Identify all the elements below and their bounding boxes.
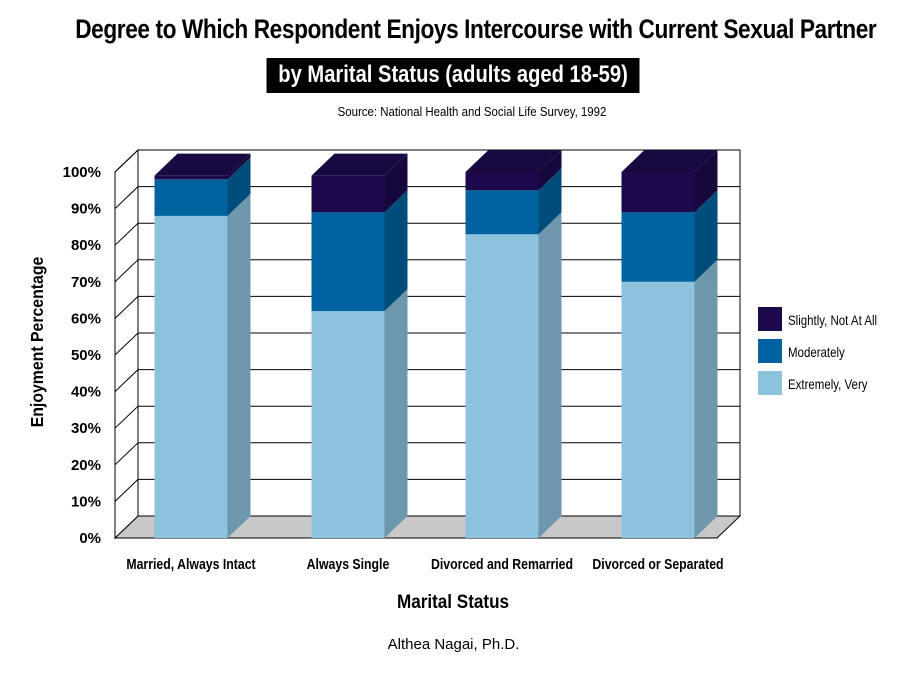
chart-source: Source: National Health and Social Life … xyxy=(337,104,607,119)
bar-segment-side xyxy=(227,193,251,539)
bar-segment xyxy=(154,175,228,180)
x-tick-label: Always Single xyxy=(307,556,390,572)
x-tick-label: Divorced and Remarried xyxy=(431,556,573,572)
bar-segment-side xyxy=(538,212,562,538)
gridline-diagonal xyxy=(114,369,139,392)
y-tick-label: 70% xyxy=(71,274,101,291)
bar-segment-side xyxy=(694,259,718,538)
bar-top xyxy=(311,153,408,176)
bar-segment xyxy=(311,212,385,312)
bar-top xyxy=(465,150,562,172)
y-axis-label: Enjoyment Percentage xyxy=(27,257,47,428)
x-tick-label: Divorced or Separated xyxy=(592,556,723,572)
gridline-diagonal xyxy=(114,222,139,246)
bar-segment-side xyxy=(384,289,408,538)
bar-segment xyxy=(154,215,228,539)
gridline-diagonal xyxy=(114,186,139,209)
y-tick-label: 60% xyxy=(71,310,101,327)
chart-credit: Althea Nagai, Ph.D. xyxy=(387,636,520,653)
bars-group xyxy=(154,150,718,539)
x-axis-label: Marital Status xyxy=(397,591,509,612)
gridline-diagonal xyxy=(114,405,139,429)
legend-swatch xyxy=(758,371,782,395)
legend-label: Moderately xyxy=(788,344,845,360)
bar-segment-side xyxy=(227,157,251,216)
y-tick-label: 50% xyxy=(71,347,101,364)
bar-segment-side xyxy=(538,150,562,191)
x-tick-labels: Married, Always Intact Always Single Divor… xyxy=(126,556,723,572)
legend-swatch xyxy=(758,339,782,363)
bar-top xyxy=(154,153,251,176)
y-tick-labels: 0% 10% 20% 30% 40% 50% 60% 70% 80% 90% 100% xyxy=(63,164,101,547)
bar-segment xyxy=(621,172,695,213)
x-tick-label: Married, Always Intact xyxy=(126,556,256,572)
y-tick-label: 100% xyxy=(63,164,101,181)
bar-segment xyxy=(621,212,695,282)
bar-segment-side xyxy=(384,153,408,213)
bar-segment-side xyxy=(694,150,718,213)
bar-segment xyxy=(465,234,539,538)
y-tick-label: 30% xyxy=(71,420,101,437)
gridline-diagonal xyxy=(114,332,139,356)
gridline-diagonal xyxy=(114,442,139,466)
bar-segment-side xyxy=(694,190,718,282)
gridline-diagonal xyxy=(114,259,139,283)
bar-top xyxy=(621,150,718,172)
chart-subtitle: by Marital Status (adults aged 18-59) xyxy=(266,58,641,93)
bar-segment-side xyxy=(384,190,408,312)
y-tick-label: 20% xyxy=(71,457,101,474)
gridline-diagonal xyxy=(114,149,139,173)
bar-segment xyxy=(311,175,385,213)
bar-segment xyxy=(465,172,539,191)
bar-segment xyxy=(465,190,539,235)
gridline-diagonal xyxy=(114,296,139,319)
bar-segment-side xyxy=(227,153,251,180)
legend: Slightly, Not At All Moderately Extremely,… xyxy=(758,307,877,395)
bar-segment-side xyxy=(538,168,562,235)
gridline-diagonal xyxy=(114,479,139,502)
y-tick-label: 80% xyxy=(71,237,101,254)
bar-segment xyxy=(621,281,695,538)
bar-segment xyxy=(154,179,228,216)
legend-label: Extremely, Very xyxy=(788,376,868,392)
y-tick-label: 0% xyxy=(79,530,101,547)
bar-segment xyxy=(311,311,385,538)
y-tick-label: 10% xyxy=(71,493,101,510)
chart-subtitle-wrap: by Marital Status (adults aged 18-59) xyxy=(0,58,907,93)
legend-label: Slightly, Not At All xyxy=(788,312,877,328)
y-tick-label: 90% xyxy=(71,201,101,218)
chart-title: Degree to Which Respondent Enjoys Interc… xyxy=(75,14,877,44)
y-tick-label: 40% xyxy=(71,384,101,401)
legend-swatch xyxy=(758,307,782,331)
